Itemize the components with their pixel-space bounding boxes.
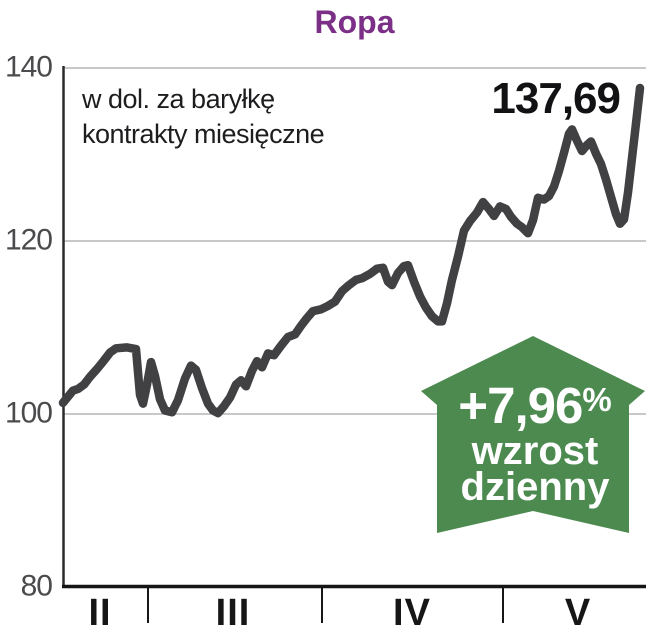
- subtitle-line-1: w dol. za baryłkę: [82, 84, 275, 114]
- percent-sign: %: [582, 381, 612, 418]
- daily-change-word-2: dzienny: [460, 465, 610, 509]
- y-tick-label-100: 100: [4, 396, 53, 430]
- x-tick-label-april: IV: [393, 592, 431, 634]
- last-value-label: 137,69: [491, 74, 621, 123]
- x-tick-label-february: II: [88, 592, 112, 634]
- y-tick-label-80: 80: [20, 569, 53, 603]
- chart-subtitle: w dol. za baryłkę kontrakty miesięczne: [82, 82, 325, 152]
- x-tick-label-may: V: [564, 592, 592, 634]
- month-ticks: [147, 586, 504, 623]
- change-number: +7,96: [458, 377, 583, 434]
- subtitle-line-2: kontrakty miesięczne: [82, 119, 325, 149]
- price-line-series: [58, 83, 645, 418]
- chart-title: Ropa: [314, 4, 395, 40]
- up-arrow-icon: [421, 336, 645, 533]
- y-tick-label-120: 120: [4, 223, 53, 257]
- daily-change-word-1: wzrost: [471, 429, 599, 473]
- daily-change-value: +7,96%: [458, 376, 611, 435]
- x-tick-label-march: III: [215, 592, 251, 634]
- y-tick-label-140: 140: [4, 50, 53, 84]
